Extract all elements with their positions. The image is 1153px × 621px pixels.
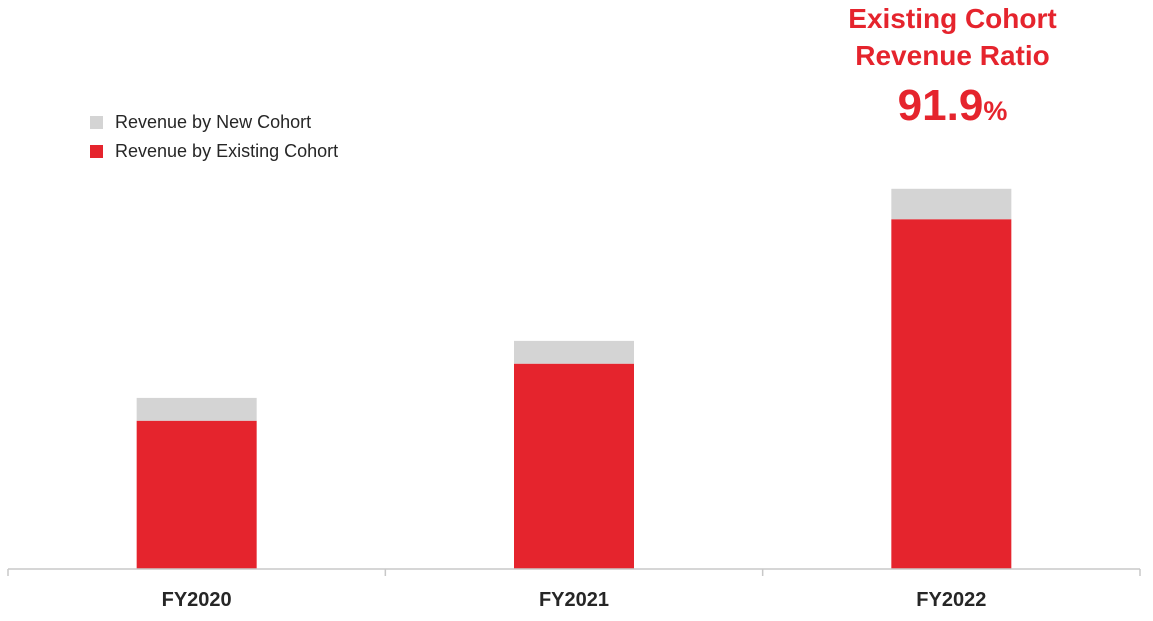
- legend-swatch-existing-cohort: [90, 145, 103, 158]
- existing-cohort-ratio-callout: Existing Cohort Revenue Ratio 91.9%: [800, 0, 1105, 144]
- bar-existing-fy2020: [136, 420, 257, 569]
- callout-number: 91.9: [897, 81, 984, 130]
- bar-new-fy2021: [514, 340, 634, 364]
- bar-existing-fy2021: [514, 363, 634, 569]
- x-tick-label-fy2022: FY2022: [916, 589, 986, 611]
- callout-unit: %: [983, 96, 1008, 126]
- x-tick-label-fy2020: FY2020: [162, 589, 232, 611]
- x-tick-label-fy2021: FY2021: [539, 589, 609, 611]
- bar-existing-fy2022: [891, 219, 1012, 569]
- legend-item-existing-cohort: Revenue by Existing Cohort: [90, 137, 338, 166]
- legend-swatch-new-cohort: [90, 116, 103, 129]
- callout-title-line1: Existing Cohort: [848, 3, 1057, 34]
- callout-value: 91.9%: [800, 78, 1105, 144]
- bar-new-fy2022: [891, 188, 1012, 220]
- callout-title-line2: Revenue Ratio: [855, 40, 1050, 71]
- legend-label-new-cohort: Revenue by New Cohort: [115, 112, 312, 132]
- bar-new-fy2020: [136, 397, 257, 421]
- legend-item-new-cohort: Revenue by New Cohort: [90, 108, 338, 137]
- legend: Revenue by New Cohort Revenue by Existin…: [90, 108, 338, 166]
- legend-label-existing-cohort: Revenue by Existing Cohort: [115, 141, 339, 161]
